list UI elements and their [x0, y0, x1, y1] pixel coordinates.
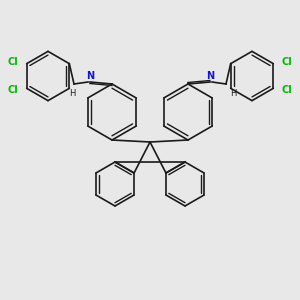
Text: Cl: Cl [8, 85, 19, 95]
Text: N: N [86, 71, 94, 81]
Text: Cl: Cl [8, 57, 19, 67]
Text: N: N [206, 71, 214, 81]
Text: H: H [230, 89, 236, 98]
Text: H: H [69, 89, 75, 98]
Text: Cl: Cl [281, 57, 292, 67]
Text: Cl: Cl [281, 85, 292, 95]
